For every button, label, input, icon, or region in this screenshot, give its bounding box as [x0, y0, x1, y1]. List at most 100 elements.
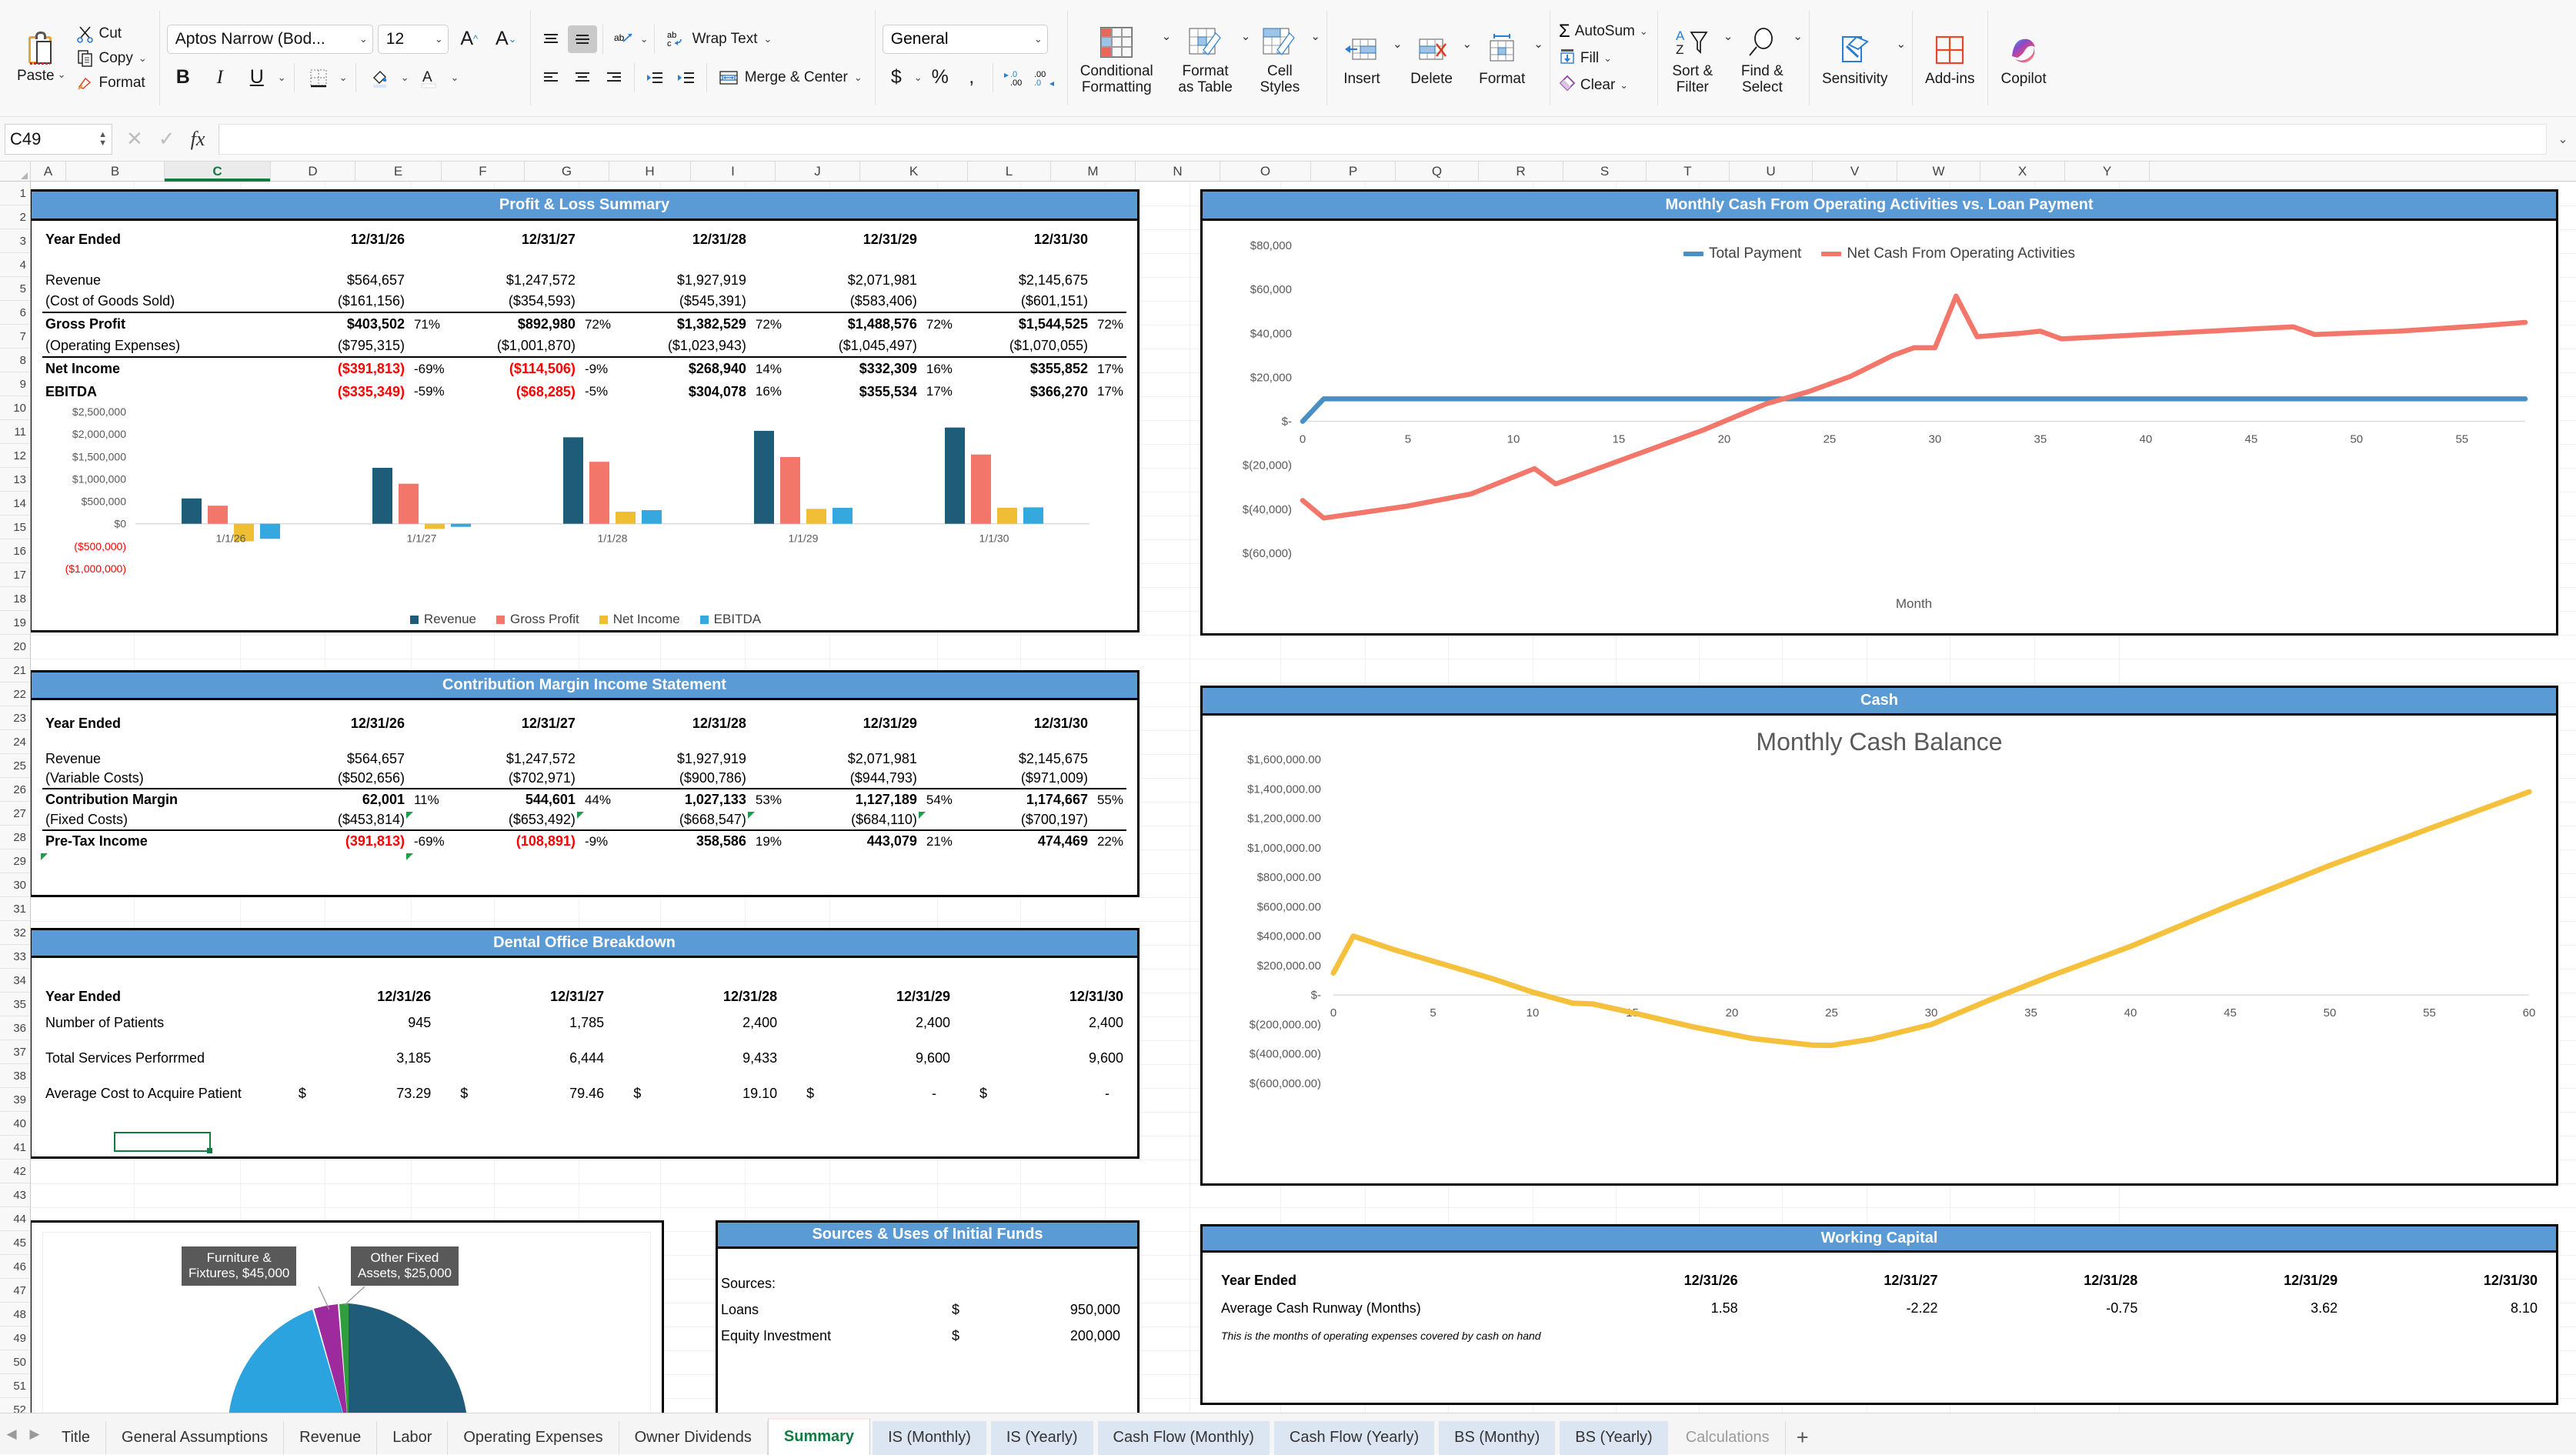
column-header-D[interactable]: D — [271, 162, 355, 181]
row-header-19[interactable]: 19 — [0, 611, 30, 635]
row-header-42[interactable]: 42 — [0, 1160, 30, 1183]
row-header-51[interactable]: 51 — [0, 1374, 30, 1398]
chevron-down-icon[interactable]: ⌄ — [1640, 25, 1648, 38]
column-header-W[interactable]: W — [1897, 162, 1980, 181]
sheet-tab-calculations[interactable]: Calculations — [1670, 1421, 1786, 1455]
delete-cells-button[interactable]: Delete — [1403, 25, 1461, 90]
chevron-down-icon[interactable]: ⌄ — [764, 33, 772, 45]
column-header-X[interactable]: X — [1980, 162, 2065, 181]
column-header-S[interactable]: S — [1563, 162, 1647, 181]
chevron-down-icon[interactable]: ⌄ — [854, 72, 863, 84]
chevron-down-icon[interactable]: ⌄ — [450, 72, 459, 84]
row-header-20[interactable]: 20 — [0, 635, 30, 659]
row-header-36[interactable]: 36 — [0, 1016, 30, 1040]
next-sheet-button[interactable]: ▶ — [23, 1423, 46, 1446]
row-header-34[interactable]: 34 — [0, 969, 30, 993]
chevron-down-icon[interactable]: ⌄ — [339, 72, 348, 84]
chevron-down-icon[interactable]: ⌄ — [1160, 18, 1172, 55]
chevron-down-icon[interactable]: ⌄ — [1722, 18, 1733, 55]
row-header-15[interactable]: 15 — [0, 516, 30, 539]
autosum-button[interactable]: Σ AutoSum ⌄ — [1554, 18, 1653, 45]
currency-format-button[interactable]: $ — [883, 63, 910, 92]
sheet-tab-operating-expenses[interactable]: Operating Expenses — [448, 1421, 619, 1455]
cut-button[interactable]: Cut — [72, 22, 152, 45]
column-header-P[interactable]: P — [1311, 162, 1396, 181]
row-header-2[interactable]: 2 — [0, 205, 30, 229]
row-header-45[interactable]: 45 — [0, 1231, 30, 1255]
sort-filter-button[interactable]: A Z Sort & Filter — [1663, 18, 1722, 99]
copilot-button[interactable]: Copilot — [1994, 25, 2053, 90]
row-header-46[interactable]: 46 — [0, 1255, 30, 1279]
merge-center-button[interactable]: Merge & Center ⌄ — [712, 65, 869, 90]
row-header-38[interactable]: 38 — [0, 1064, 30, 1088]
row-header-3[interactable]: 3 — [0, 229, 30, 253]
wrap-text-button[interactable]: ab c Wrap Text ⌄ — [660, 27, 779, 52]
selected-cell[interactable] — [114, 1132, 211, 1152]
row-header-10[interactable]: 10 — [0, 396, 30, 420]
align-left-button[interactable] — [536, 64, 566, 92]
row-header-39[interactable]: 39 — [0, 1088, 30, 1112]
chevron-down-icon[interactable]: ⌄ — [914, 72, 923, 84]
confirm-edit-icon[interactable]: ✓ — [158, 127, 175, 151]
row-header-48[interactable]: 48 — [0, 1303, 30, 1327]
format-painter-button[interactable]: Format — [72, 72, 152, 95]
row-header-1[interactable]: 1 — [0, 182, 30, 205]
chevron-down-icon[interactable]: ⌄ — [1461, 25, 1473, 62]
chevron-down-icon[interactable]: ⌄ — [1309, 18, 1320, 55]
row-header-47[interactable]: 47 — [0, 1279, 30, 1303]
column-header-K[interactable]: K — [860, 162, 968, 181]
column-header-I[interactable]: I — [691, 162, 776, 181]
row-header-7[interactable]: 7 — [0, 325, 30, 349]
chevron-down-icon[interactable]: ⌄ — [138, 52, 147, 65]
sheet-tab-is-yearly[interactable]: IS (Yearly) — [991, 1421, 1093, 1455]
comma-format-button[interactable]: , — [958, 63, 986, 92]
row-header-26[interactable]: 26 — [0, 778, 30, 802]
bold-button[interactable]: B — [167, 62, 199, 93]
orientation-button[interactable]: ab — [609, 25, 638, 53]
row-header-27[interactable]: 27 — [0, 802, 30, 826]
chevron-down-icon[interactable]: ⌄ — [1894, 25, 1906, 62]
name-box[interactable]: C49 ▲▼ — [5, 124, 112, 155]
row-header-43[interactable]: 43 — [0, 1183, 30, 1207]
copy-button[interactable]: Copy ⌄ — [72, 47, 152, 70]
column-header-R[interactable]: R — [1479, 162, 1563, 181]
sheet-tab-bs-monthy[interactable]: BS (Monthy) — [1439, 1421, 1555, 1455]
column-header-E[interactable]: E — [355, 162, 442, 181]
row-header-29[interactable]: 29 — [0, 849, 30, 873]
chevron-down-icon[interactable]: ⌄ — [1391, 25, 1403, 62]
row-header-17[interactable]: 17 — [0, 563, 30, 587]
row-header-28[interactable]: 28 — [0, 826, 30, 849]
column-header-Y[interactable]: Y — [2065, 162, 2150, 181]
conditional-formatting-button[interactable]: Conditional Formatting — [1073, 18, 1160, 99]
increase-font-size-button[interactable]: A^ — [453, 24, 486, 55]
column-header-T[interactable]: T — [1647, 162, 1730, 181]
expand-formula-bar-icon[interactable]: ⌄ — [2550, 132, 2576, 147]
row-header-4[interactable]: 4 — [0, 253, 30, 277]
row-header-16[interactable]: 16 — [0, 539, 30, 563]
chevron-down-icon[interactable]: ⌄ — [1791, 18, 1803, 55]
chevron-down-icon[interactable]: ⌄ — [1532, 25, 1543, 62]
chevron-down-icon[interactable]: ⌄ — [640, 33, 649, 45]
insert-cells-button[interactable]: Insert — [1333, 25, 1391, 90]
row-header-9[interactable]: 9 — [0, 372, 30, 396]
row-header-33[interactable]: 33 — [0, 945, 30, 969]
row-header-21[interactable]: 21 — [0, 659, 30, 682]
sheet-tab-labor[interactable]: Labor — [377, 1421, 448, 1455]
chart-cash-ops-vs-loan[interactable]: $80,000$60,000$40,000$20,000$-$(20,000)$… — [1203, 222, 2556, 633]
find-select-button[interactable]: Find & Select — [1733, 18, 1791, 99]
sheet-tab-cash-flow-monthly[interactable]: Cash Flow (Monthly) — [1098, 1421, 1270, 1455]
sheet-tab-summary[interactable]: Summary — [768, 1418, 870, 1455]
column-header-L[interactable]: L — [968, 162, 1051, 181]
align-middle-button[interactable] — [568, 25, 597, 53]
format-as-table-button[interactable]: Format as Table — [1171, 18, 1239, 99]
row-header-18[interactable]: 18 — [0, 587, 30, 611]
font-color-button[interactable]: A — [413, 62, 445, 93]
chart-monthly-cash-balance[interactable]: $1,600,000.00$1,400,000.00$1,200,000.00$… — [1203, 717, 2556, 1183]
row-header-41[interactable]: 41 — [0, 1136, 30, 1160]
sheet-tab-bs-yearly[interactable]: BS (Yearly) — [1560, 1421, 1667, 1455]
column-header-V[interactable]: V — [1813, 162, 1897, 181]
spreadsheet-grid[interactable]: Profit & Loss Summary Year Ended 12/31/2… — [31, 182, 2576, 1413]
column-header-O[interactable]: O — [1220, 162, 1311, 181]
row-header-12[interactable]: 12 — [0, 444, 30, 468]
borders-button[interactable] — [302, 62, 335, 93]
